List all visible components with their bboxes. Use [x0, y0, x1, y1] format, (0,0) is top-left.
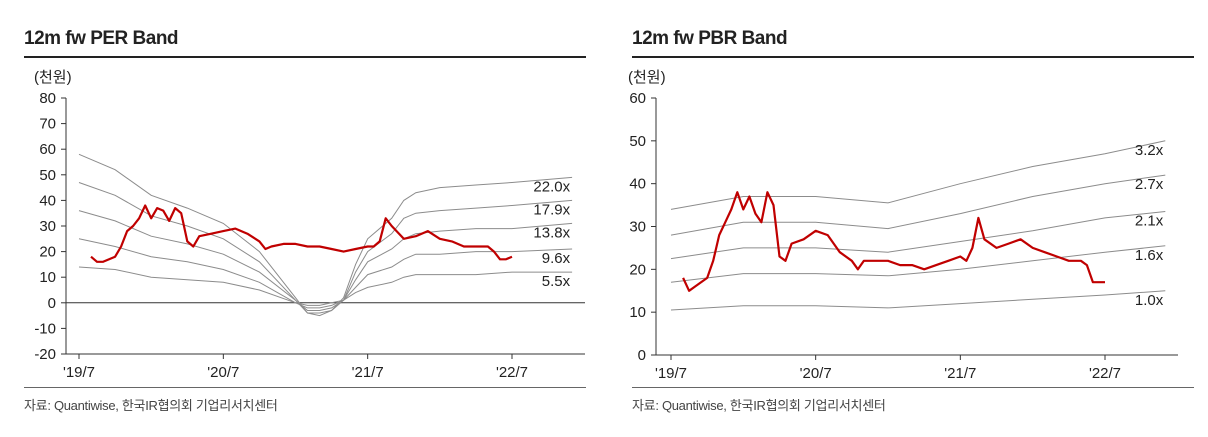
y-tick-label: 80 — [39, 90, 56, 107]
chart-title: 12m fw PBR Band — [632, 28, 788, 49]
band-label: 9.6x — [542, 250, 571, 267]
band-label: 17.9x — [533, 201, 570, 218]
x-tick-label: '22/7 — [496, 364, 528, 381]
x-tick-label: '19/7 — [63, 364, 95, 381]
band-label: 1.0x — [1135, 292, 1164, 309]
band-label: 22.0x — [533, 178, 570, 195]
source-divider — [632, 387, 1194, 388]
title-divider — [632, 56, 1194, 58]
y-tick-label: -20 — [34, 346, 56, 363]
band-label: 3.2x — [1135, 142, 1164, 159]
price-line — [90, 204, 513, 263]
y-tick-label: 60 — [629, 90, 646, 107]
per-band-chart: -20 -10 0 10 20 30 40 50 60 70 80 '19/7 '20/7 '21/7 '2… — [34, 90, 585, 381]
x-tick-label: '20/7 — [800, 365, 832, 382]
band-label: 2.7x — [1135, 176, 1164, 193]
x-tick-label: '19/7 — [655, 365, 687, 382]
band-line-17.9x — [78, 182, 573, 314]
band-line-2.1x — [670, 211, 1166, 260]
chart-title: 12m fw PER Band — [24, 28, 179, 49]
y-tick-label: 50 — [629, 133, 646, 150]
band-label: 1.6x — [1135, 247, 1164, 264]
unit-label: (천원) — [34, 69, 72, 86]
band-line-2.7x — [670, 174, 1166, 236]
title-divider — [24, 56, 586, 58]
x-tick-label: '22/7 — [1089, 365, 1121, 382]
y-tick-label: 30 — [39, 218, 56, 235]
y-tick-label: 0 — [638, 347, 646, 364]
y-tick-label: 20 — [39, 244, 56, 261]
band-line-1.6x — [670, 245, 1166, 283]
x-tick-label: '21/7 — [944, 365, 976, 382]
source-note: 자료: Quantiwise, 한국IR협의회 기업리서치센터 — [24, 398, 278, 413]
y-tick-label: 10 — [629, 304, 646, 321]
x-tick-label: '20/7 — [207, 364, 239, 381]
unit-label: (천원) — [628, 69, 666, 86]
pbr-band-chart: 0 10 20 30 40 50 60 '19/7 '20/7 '21/7 '22/7 3.2x 2.7… — [629, 90, 1178, 382]
y-tick-label: 40 — [629, 176, 646, 193]
band-line-22.0x — [78, 153, 573, 317]
band-line-9.6x — [78, 238, 573, 309]
y-tick-label: -10 — [34, 320, 56, 337]
y-tick-label: 0 — [48, 295, 56, 312]
band-line-3.2x — [670, 140, 1166, 210]
y-tick-label: 70 — [39, 116, 56, 133]
pbr-band-panel: 12m fw PBR Band (천원) 0 10 20 30 40 50 60 '19/7 '… — [608, 0, 1208, 437]
source-divider — [24, 387, 586, 388]
band-label: 5.5x — [542, 273, 571, 290]
y-tick-label: 30 — [629, 219, 646, 236]
band-line-5.5x — [78, 266, 573, 306]
x-tick-label: '21/7 — [352, 364, 384, 381]
y-tick-label: 20 — [629, 261, 646, 278]
y-tick-label: 50 — [39, 167, 56, 184]
source-note: 자료: Quantiwise, 한국IR협의회 기업리서치센터 — [632, 398, 886, 413]
band-line-1.0x — [670, 290, 1166, 311]
band-label: 13.8x — [533, 224, 570, 241]
band-line-13.8x — [78, 210, 573, 311]
per-band-panel: 12m fw PER Band (천원) -20 -10 0 10 20 30 40 50 60… — [0, 0, 600, 437]
y-tick-label: 60 — [39, 141, 56, 158]
y-tick-label: 10 — [39, 269, 56, 286]
y-tick-label: 40 — [39, 192, 56, 209]
band-label: 2.1x — [1135, 213, 1164, 230]
price-line — [682, 191, 1105, 292]
